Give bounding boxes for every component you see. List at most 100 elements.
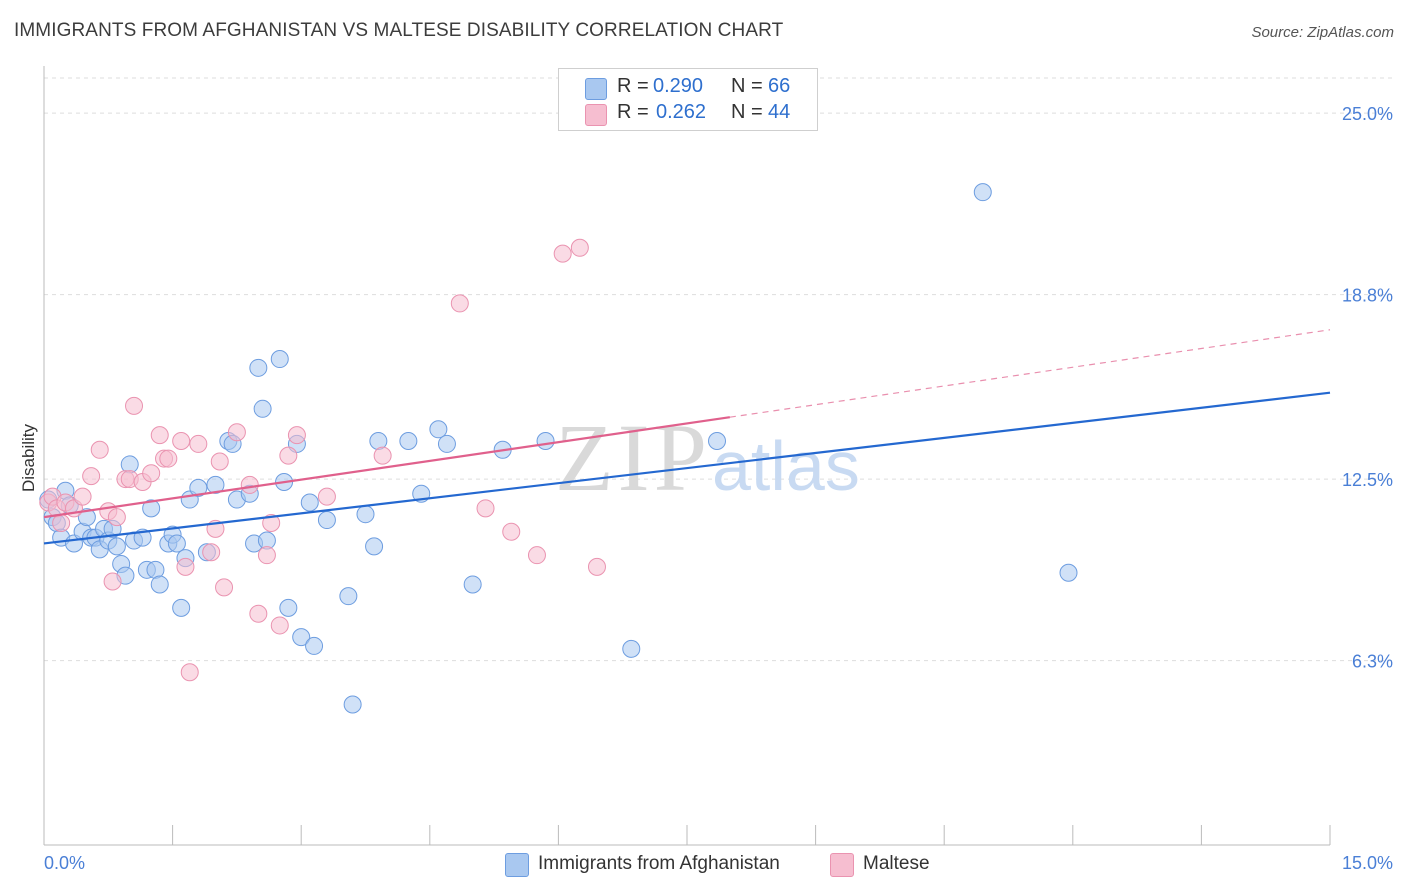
maltese-point bbox=[180, 663, 199, 682]
y-axis-label: Disability bbox=[19, 423, 38, 492]
maltese-point bbox=[227, 423, 246, 442]
afghanistan-point bbox=[708, 432, 727, 451]
legend-r-value: 0.262 bbox=[656, 101, 707, 123]
maltese-point bbox=[90, 440, 109, 459]
afghanistan-trend-line bbox=[43, 391, 1331, 545]
legend-n-label: N = bbox=[731, 75, 763, 97]
afghanistan-point bbox=[279, 598, 298, 617]
legend-afghanistan-label: Immigrants from Afghanistan bbox=[538, 853, 780, 874]
pink-swatch bbox=[585, 104, 607, 126]
afghanistan-point bbox=[437, 434, 456, 453]
legend-maltese-label: Maltese bbox=[863, 853, 930, 874]
source-label: Source: ZipAtlas.com bbox=[1251, 24, 1394, 41]
maltese-point bbox=[176, 557, 195, 576]
afghanistan-point bbox=[150, 575, 169, 594]
watermark-zip: ZIP bbox=[555, 404, 711, 511]
blue-swatch bbox=[585, 78, 607, 100]
maltese-point bbox=[142, 464, 161, 483]
afghanistan-point bbox=[305, 636, 324, 655]
maltese-point bbox=[52, 513, 71, 532]
maltese-point bbox=[450, 294, 469, 313]
maltese-point bbox=[202, 543, 221, 562]
afghanistan-point bbox=[399, 432, 418, 451]
afghanistan-point bbox=[339, 587, 358, 606]
afghanistan-point bbox=[270, 350, 289, 369]
trend-layer bbox=[43, 329, 1331, 545]
afghanistan-point bbox=[317, 511, 336, 530]
maltese-point bbox=[103, 572, 122, 591]
maltese-point bbox=[107, 508, 126, 527]
maltese-point bbox=[189, 434, 208, 453]
maltese-point bbox=[262, 513, 281, 532]
maltese-point bbox=[317, 487, 336, 506]
correlation-legend: R = 0.290 N = 66 R = 0.262 N = 44 bbox=[558, 68, 818, 131]
legend-r-value: 0.290 bbox=[653, 75, 704, 97]
maltese-point bbox=[125, 396, 144, 415]
afghanistan-point bbox=[622, 639, 641, 658]
afghanistan-point bbox=[973, 183, 992, 202]
maltese-point bbox=[587, 557, 606, 576]
pink-swatch bbox=[830, 853, 854, 877]
watermark-atlas: atlas bbox=[712, 427, 860, 505]
maltese-point bbox=[172, 432, 191, 451]
grid-layer bbox=[44, 77, 1396, 662]
afghanistan-point bbox=[429, 420, 448, 439]
afghanistan-point bbox=[292, 628, 311, 647]
legend-n-value: 66 bbox=[768, 75, 791, 97]
afghanistan-point bbox=[189, 478, 208, 497]
x-tick-label: 15.0% bbox=[1342, 853, 1393, 873]
watermark: ZIP atlas bbox=[555, 404, 860, 511]
afghanistan-point bbox=[356, 505, 375, 524]
maltese-point bbox=[553, 244, 572, 263]
maltese-point bbox=[210, 452, 229, 471]
label-layer: 6.3% 12.5% 18.8% 25.0% 0.0% 15.0% Disability bbox=[19, 104, 1393, 873]
maltese-point bbox=[73, 487, 92, 506]
points-layer bbox=[39, 183, 1078, 714]
maltese-point bbox=[570, 238, 589, 257]
afghanistan-point bbox=[1059, 563, 1078, 582]
afghanistan-point bbox=[142, 499, 161, 518]
y-tick-label: 6.3% bbox=[1352, 652, 1393, 672]
blue-swatch bbox=[505, 853, 529, 877]
maltese-point bbox=[279, 446, 298, 465]
maltese-point bbox=[502, 522, 521, 541]
afghanistan-point bbox=[300, 493, 319, 512]
maltese-point bbox=[159, 449, 178, 468]
axis-layer bbox=[43, 66, 1331, 846]
afghanistan-point bbox=[365, 537, 384, 556]
afghanistan-point bbox=[463, 575, 482, 594]
y-tick-label: 18.8% bbox=[1342, 286, 1393, 306]
afghanistan-point bbox=[77, 508, 96, 527]
maltese-point bbox=[527, 546, 546, 565]
maltese-point bbox=[287, 426, 306, 445]
chart-title: IMMIGRANTS FROM AFGHANISTAN VS MALTESE D… bbox=[14, 20, 784, 41]
series-legend: Immigrants from Afghanistan Maltese bbox=[0, 852, 1406, 878]
afghanistan-point bbox=[249, 358, 268, 377]
maltese-point bbox=[240, 475, 259, 494]
maltese-trend-line bbox=[43, 416, 731, 519]
afghanistan-point bbox=[253, 399, 272, 418]
y-tick-label: 25.0% bbox=[1342, 104, 1393, 124]
y-tick-label: 12.5% bbox=[1342, 470, 1393, 490]
maltese-trend-line-extension bbox=[729, 329, 1331, 418]
maltese-point bbox=[150, 426, 169, 445]
maltese-point bbox=[82, 467, 101, 486]
maltese-point bbox=[215, 578, 234, 597]
afghanistan-point bbox=[206, 475, 225, 494]
legend-n-value: 44 bbox=[768, 101, 791, 123]
legend-r-label: R = bbox=[617, 101, 649, 123]
maltese-point bbox=[257, 546, 276, 565]
afghanistan-point bbox=[167, 534, 186, 553]
x-tick-label: 0.0% bbox=[44, 853, 85, 873]
maltese-point bbox=[249, 604, 268, 623]
maltese-point bbox=[270, 616, 289, 635]
maltese-point bbox=[373, 446, 392, 465]
afghanistan-point bbox=[172, 598, 191, 617]
afghanistan-point bbox=[536, 432, 555, 451]
afghanistan-point bbox=[343, 695, 362, 714]
legend-r-label: R = bbox=[617, 75, 649, 97]
legend-n-label: N = bbox=[731, 101, 763, 123]
afghanistan-point bbox=[107, 537, 126, 556]
maltese-point bbox=[476, 499, 495, 518]
